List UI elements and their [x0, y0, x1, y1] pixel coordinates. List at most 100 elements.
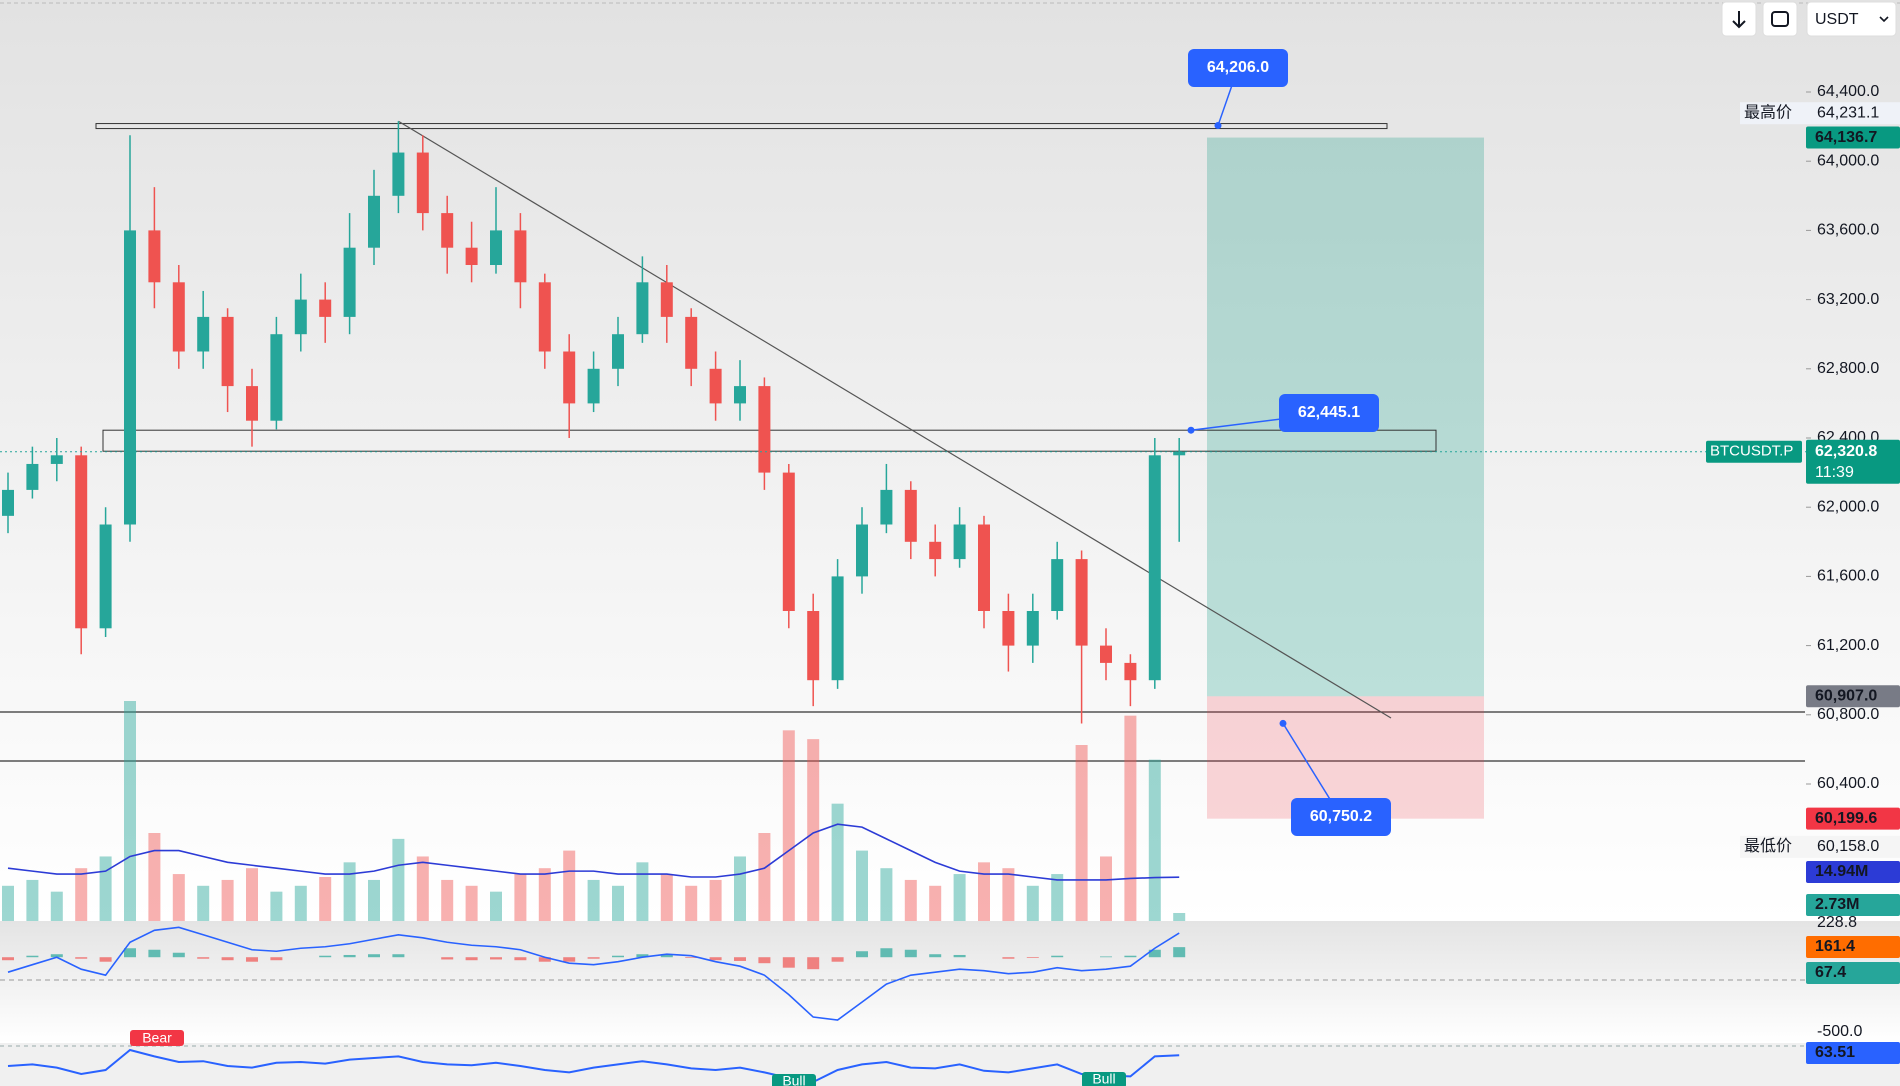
macd-hist: [1100, 956, 1112, 958]
macd-hist: [612, 955, 624, 958]
candle-body: [246, 386, 258, 421]
price-pane: [0, 0, 1900, 921]
candle-body: [1124, 662, 1137, 681]
candle-body: [124, 230, 136, 525]
candle-body: [807, 611, 820, 681]
macd-hist: [782, 957, 795, 968]
signal-badge: [130, 1030, 184, 1046]
volume-bar: [880, 868, 893, 921]
volume-bar: [1075, 745, 1088, 921]
candle-body: [148, 230, 161, 283]
macd-hist: [904, 949, 917, 958]
trend-line: [398, 120, 1392, 719]
candle-body: [416, 152, 429, 214]
macd-hist: [392, 954, 405, 958]
volume-ma: [7, 823, 1180, 881]
macd-signal-badge-label: 161.4: [1815, 938, 1855, 955]
y-tick-label: 63,200.0: [1817, 291, 1879, 308]
candle-body: [1026, 611, 1039, 646]
macd-hist: [538, 957, 551, 962]
countdown-label: 11:39: [1815, 464, 1854, 481]
plot: 64,206.0 62,445.1 60,750.2: [0, 49, 1806, 1084]
volume-bar: [148, 833, 161, 921]
y-tick-label: 64,400.0: [1817, 83, 1879, 100]
candle-body: [978, 524, 990, 611]
last-price-label: 62,320.8: [1815, 443, 1877, 460]
volume-bar: [172, 874, 185, 921]
candle-body: [1173, 451, 1186, 456]
volume-bar: [441, 879, 454, 921]
candle-body: [26, 463, 39, 490]
macd-hist: [929, 954, 942, 958]
macd-hist: [685, 957, 698, 958]
volume-bar: [660, 874, 673, 921]
macd-hist: [734, 957, 746, 961]
candle-body: [734, 386, 746, 404]
macd-hist: [50, 954, 63, 958]
candle-body: [538, 282, 551, 352]
macd-hist: [2, 957, 14, 961]
signal-badge: [772, 1074, 816, 1086]
volume-bar: [904, 879, 917, 921]
refresh-icon: [1771, 11, 1789, 27]
entry-badge: [1806, 685, 1900, 708]
volume-bar: [953, 874, 966, 921]
candle-body: [953, 524, 966, 560]
candle-body: [319, 299, 332, 317]
candle-body: [50, 455, 63, 464]
resistance-box: [95, 123, 1388, 130]
macd-hist: [99, 957, 112, 962]
callout-point: [1279, 719, 1287, 727]
last-price-badge: [1806, 439, 1900, 484]
volume-bar: [490, 891, 502, 921]
low-marker-label: 60,158.0: [1817, 838, 1879, 855]
symbol-label: BTCUSDT.P: [1710, 443, 1793, 460]
volume-ma-badge: [1806, 861, 1900, 883]
signal-badge: [1082, 1072, 1126, 1086]
volume-bar: [709, 879, 722, 921]
low-marker-bg: [1740, 835, 1900, 858]
macd-hist: [514, 957, 527, 961]
candle-body: [1002, 611, 1015, 646]
volume-bar: [124, 701, 136, 921]
high-marker-name: 最高价: [1744, 103, 1792, 121]
candle-body: [221, 316, 234, 387]
macd-hist: [221, 957, 234, 961]
macd-hist: [1051, 955, 1064, 958]
candle-body: [758, 386, 771, 473]
volume-bar: [75, 868, 88, 921]
macd-hist: [441, 957, 454, 960]
macd-hist: [1124, 955, 1137, 958]
refresh-button[interactable]: [1762, 1, 1798, 37]
symbol-badge: [1706, 440, 1802, 463]
candle-body: [441, 213, 454, 248]
stop-badge-label: 60,199.6: [1815, 810, 1877, 827]
volume-bar: [50, 891, 63, 921]
volume-bar: [856, 850, 868, 921]
candle-body: [75, 455, 88, 629]
macd-hist: [587, 957, 600, 959]
price-axis: 64,400.0 64,000.0 63,600.0 63,200.0 62,800.0…: [1706, 83, 1900, 1064]
high-marker-label: 64,231.1: [1817, 104, 1879, 121]
candle-body: [612, 334, 624, 369]
currency-dropdown[interactable]: [1806, 1, 1897, 37]
macd-hist: [856, 951, 868, 958]
volume-bar: [26, 879, 39, 921]
candle-body: [490, 230, 502, 265]
candle-body: [1051, 559, 1064, 611]
rsi-line: [7, 1048, 1180, 1084]
y-tick-label: 61,200.0: [1817, 637, 1879, 654]
candle-body: [197, 316, 210, 352]
volume-bar: [319, 877, 332, 921]
macd-hist: [709, 957, 722, 961]
macd-pane: [0, 921, 1900, 1043]
candle-body: [465, 247, 478, 265]
volume-badge-label: 2.73M: [1815, 896, 1859, 913]
entry-badge-label: 60,907.0: [1815, 688, 1877, 705]
macd-hist: [1002, 957, 1015, 959]
macd-signal-badge: [1806, 936, 1900, 958]
macd-hist: [636, 954, 649, 958]
volume-bar: [221, 879, 234, 921]
macd-hist: [319, 955, 332, 958]
